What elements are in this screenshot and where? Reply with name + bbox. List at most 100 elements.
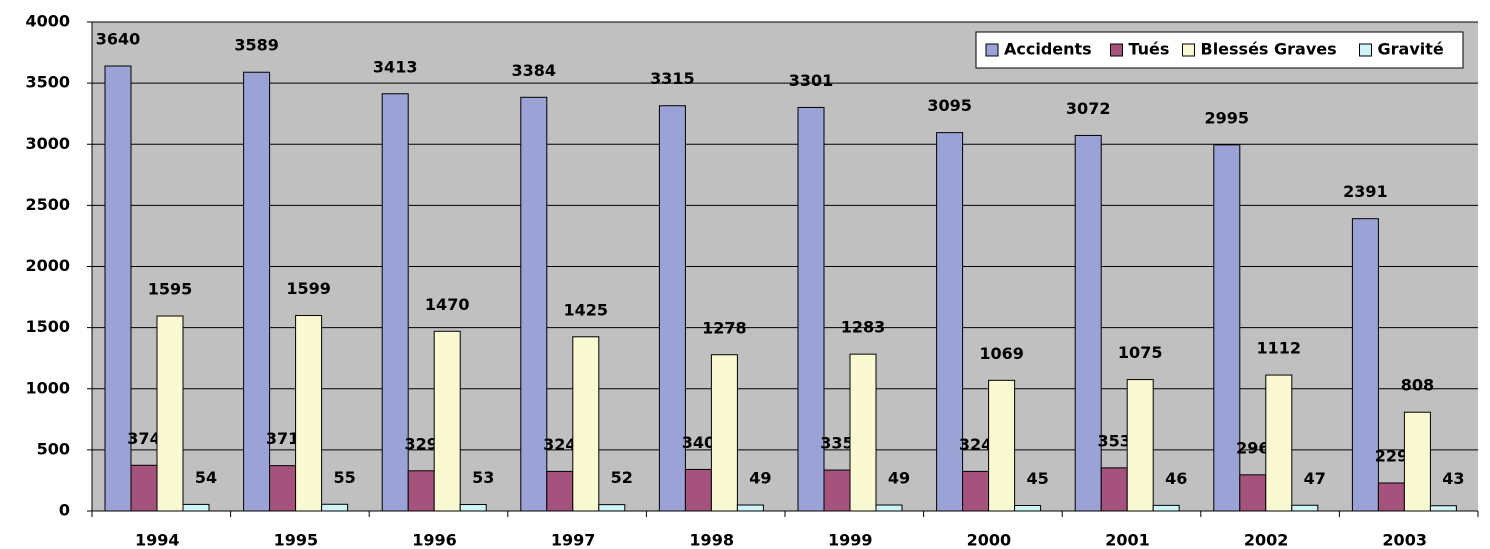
data-label: 1069	[979, 344, 1024, 363]
bar	[321, 503, 349, 512]
data-label: 324	[959, 435, 992, 454]
bar	[736, 504, 764, 512]
bar	[684, 468, 712, 512]
bar	[849, 353, 877, 512]
data-label: 353	[1097, 431, 1130, 450]
legend-swatch	[1110, 43, 1123, 57]
y-tick-label: 2000	[25, 256, 70, 275]
data-label: 3589	[234, 36, 279, 55]
data-label: 3301	[789, 71, 834, 90]
data-label: 49	[749, 469, 771, 488]
data-label: 1599	[286, 279, 331, 298]
bar	[1152, 504, 1180, 512]
bar	[459, 504, 487, 512]
bar	[936, 132, 964, 512]
x-tick-label: 2000	[967, 531, 1012, 549]
bar	[598, 504, 626, 512]
data-label: 1595	[148, 280, 193, 299]
data-label: 1112	[1257, 339, 1302, 358]
data-label: 3640	[96, 30, 141, 49]
bar	[243, 71, 271, 512]
bar	[658, 105, 686, 512]
bar	[182, 503, 210, 512]
data-label: 45	[1026, 469, 1048, 488]
bar	[156, 315, 184, 512]
data-label: 53	[472, 468, 494, 487]
y-tick-label: 0	[59, 501, 70, 520]
bar	[295, 315, 323, 512]
bar	[520, 96, 548, 512]
y-tick-label: 1500	[25, 317, 70, 336]
legend-swatch	[1359, 43, 1372, 57]
x-tick-label: 1998	[689, 531, 734, 549]
data-label: 2391	[1343, 182, 1388, 201]
legend-swatch	[985, 43, 999, 57]
x-tick-label: 1997	[551, 531, 596, 549]
data-label: 340	[682, 433, 715, 452]
data-label: 296	[1236, 438, 1269, 457]
y-tick-label: 3500	[25, 73, 70, 92]
x-tick-label: 1996	[412, 531, 457, 549]
legend-label: Gravité	[1378, 40, 1444, 59]
bar	[1126, 379, 1154, 512]
legend-swatch	[1182, 43, 1195, 57]
legend-label: Tués	[1129, 40, 1170, 59]
data-label: 335	[820, 434, 853, 453]
data-label: 1278	[702, 318, 747, 337]
y-tick-label: 4000	[25, 12, 70, 31]
data-label: 1425	[564, 300, 609, 319]
bar	[130, 464, 158, 512]
bar	[546, 470, 574, 512]
data-label: 374	[127, 429, 160, 448]
data-label: 371	[266, 429, 299, 448]
data-label: 47	[1304, 469, 1326, 488]
bar	[1213, 144, 1241, 512]
x-tick-label: 2001	[1105, 531, 1150, 549]
bar	[710, 354, 738, 512]
data-label: 46	[1165, 469, 1187, 488]
data-label: 3072	[1066, 99, 1111, 118]
bar	[1351, 218, 1379, 512]
bar	[433, 330, 461, 512]
bar	[823, 469, 851, 512]
x-tick-label: 1999	[828, 531, 873, 549]
legend-box	[975, 31, 1464, 69]
data-label: 3413	[373, 57, 418, 76]
bar	[875, 504, 903, 512]
x-tick-label: 1994	[135, 531, 180, 549]
data-label: 1075	[1118, 343, 1163, 362]
y-tick-label: 1000	[25, 378, 70, 397]
bar	[1100, 467, 1128, 512]
bar	[381, 93, 409, 512]
data-label: 49	[888, 469, 910, 488]
legend: Accidents Tués Blessés Graves Gravité	[975, 31, 1464, 69]
bar	[1291, 504, 1319, 512]
x-tick-label: 2002	[1244, 531, 1289, 549]
x-tick-label: 2003	[1382, 531, 1427, 549]
bar	[1239, 474, 1267, 512]
bar	[962, 470, 990, 512]
data-label: 324	[543, 435, 576, 454]
bar	[1014, 504, 1042, 512]
bar	[1429, 505, 1457, 512]
data-label: 3384	[512, 61, 557, 80]
bar	[1377, 482, 1405, 512]
data-label: 1283	[841, 318, 886, 337]
bar	[797, 106, 825, 512]
bar	[104, 65, 132, 512]
bar	[572, 336, 600, 512]
bar	[1403, 411, 1431, 512]
data-label: 54	[195, 468, 217, 487]
data-label: 52	[611, 468, 633, 487]
x-tick-label: 1995	[274, 531, 319, 549]
data-label: 329	[404, 434, 437, 453]
bar	[1074, 134, 1102, 512]
data-label: 229	[1375, 447, 1408, 466]
data-label: 3315	[650, 69, 695, 88]
data-label: 808	[1401, 376, 1434, 395]
y-tick-label: 2500	[25, 195, 70, 214]
legend-label: Accidents	[1004, 40, 1092, 59]
data-label: 1470	[425, 295, 470, 314]
bar	[269, 465, 297, 512]
